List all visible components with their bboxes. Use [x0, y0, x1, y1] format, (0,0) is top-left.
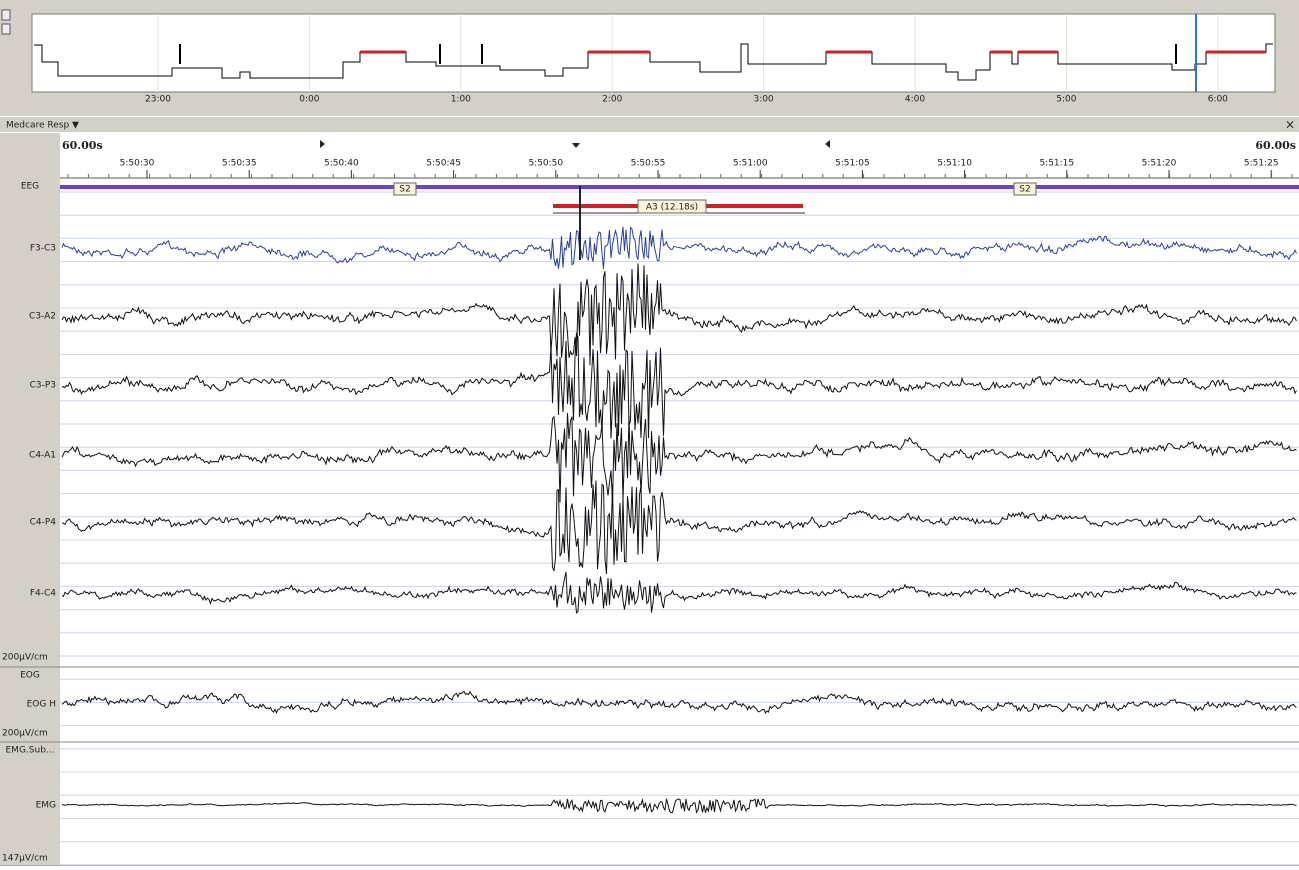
channel-label: EMG	[36, 801, 56, 811]
stage-label: S2	[399, 185, 410, 195]
signal	[61, 263, 1297, 366]
time-label: 5:51:15	[1039, 159, 1074, 169]
close-button[interactable]	[1, 9, 11, 21]
time-label: 5:51:00	[733, 159, 768, 169]
hour-label: 6:00	[1208, 95, 1228, 105]
group-label: EEG	[21, 182, 39, 192]
channel-gutter	[0, 179, 60, 866]
arousal-label: A3 (12.18s)	[646, 203, 698, 213]
signal	[61, 571, 1297, 614]
scale-label: 147µV/cm	[2, 854, 48, 864]
hour-label: 2:00	[602, 95, 622, 105]
ruler-gutter	[0, 133, 60, 179]
close-icon[interactable]: ×	[1285, 118, 1295, 132]
time-label: 5:50:55	[631, 159, 666, 169]
signal	[61, 412, 1297, 503]
time-label: 5:51:05	[835, 159, 870, 169]
signal	[61, 690, 1297, 715]
hypnogram: 23:00 0:00 1:00 2:00 3:00 4:00 5:00 6:00	[34, 14, 1273, 105]
window-length-left: 60.00s	[62, 139, 103, 152]
grid	[60, 191, 1299, 866]
channel-label: C3-P3	[30, 381, 56, 391]
scale-label: 200µV/cm	[2, 729, 48, 739]
channel-label: F3-C3	[30, 244, 56, 254]
hypnogram-plot	[31, 13, 1276, 93]
group-label: EMG.Sub...	[6, 746, 55, 756]
time-label: 5:50:35	[222, 159, 257, 169]
channel-label: C3-A2	[29, 312, 56, 322]
channel-label: C4-A1	[29, 451, 56, 461]
waveforms	[61, 226, 1297, 814]
time-label: 5:50:45	[426, 159, 461, 169]
toolbar-title[interactable]: Medcare Resp ▼	[6, 121, 79, 131]
signal	[61, 480, 1297, 575]
expand-button[interactable]	[1, 23, 11, 35]
time-label: 5:51:25	[1244, 159, 1279, 169]
scale-label: 200µV/cm	[2, 653, 48, 663]
signal	[61, 226, 1297, 269]
hour-label: 3:00	[753, 95, 773, 105]
window-length-right: 60.00s	[1255, 139, 1296, 152]
hour-label: 5:00	[1056, 95, 1076, 105]
time-label: 5:50:40	[324, 159, 359, 169]
hour-label: 23:00	[145, 95, 171, 105]
stage-box	[393, 182, 417, 196]
hour-label: 1:00	[451, 95, 471, 105]
group-label: EOG	[20, 671, 40, 681]
time-label: 5:51:10	[937, 159, 972, 169]
toolbar	[0, 117, 1299, 132]
time-label: 5:50:30	[120, 159, 155, 169]
time-label: 5:51:20	[1142, 159, 1177, 169]
ruler-markers	[320, 140, 830, 148]
time-label: 5:50:50	[528, 159, 563, 169]
hour-label: 4:00	[905, 95, 925, 105]
stage-box	[1013, 182, 1037, 196]
stage-label: S2	[1019, 185, 1030, 195]
signal	[61, 332, 1297, 439]
signal	[61, 798, 1297, 814]
channel-label: F4-C4	[30, 589, 56, 599]
channel-label: C4-P4	[30, 518, 57, 528]
arousal-box	[637, 199, 707, 214]
channel-label: EOG H	[27, 700, 56, 710]
hour-label: 0:00	[299, 95, 319, 105]
